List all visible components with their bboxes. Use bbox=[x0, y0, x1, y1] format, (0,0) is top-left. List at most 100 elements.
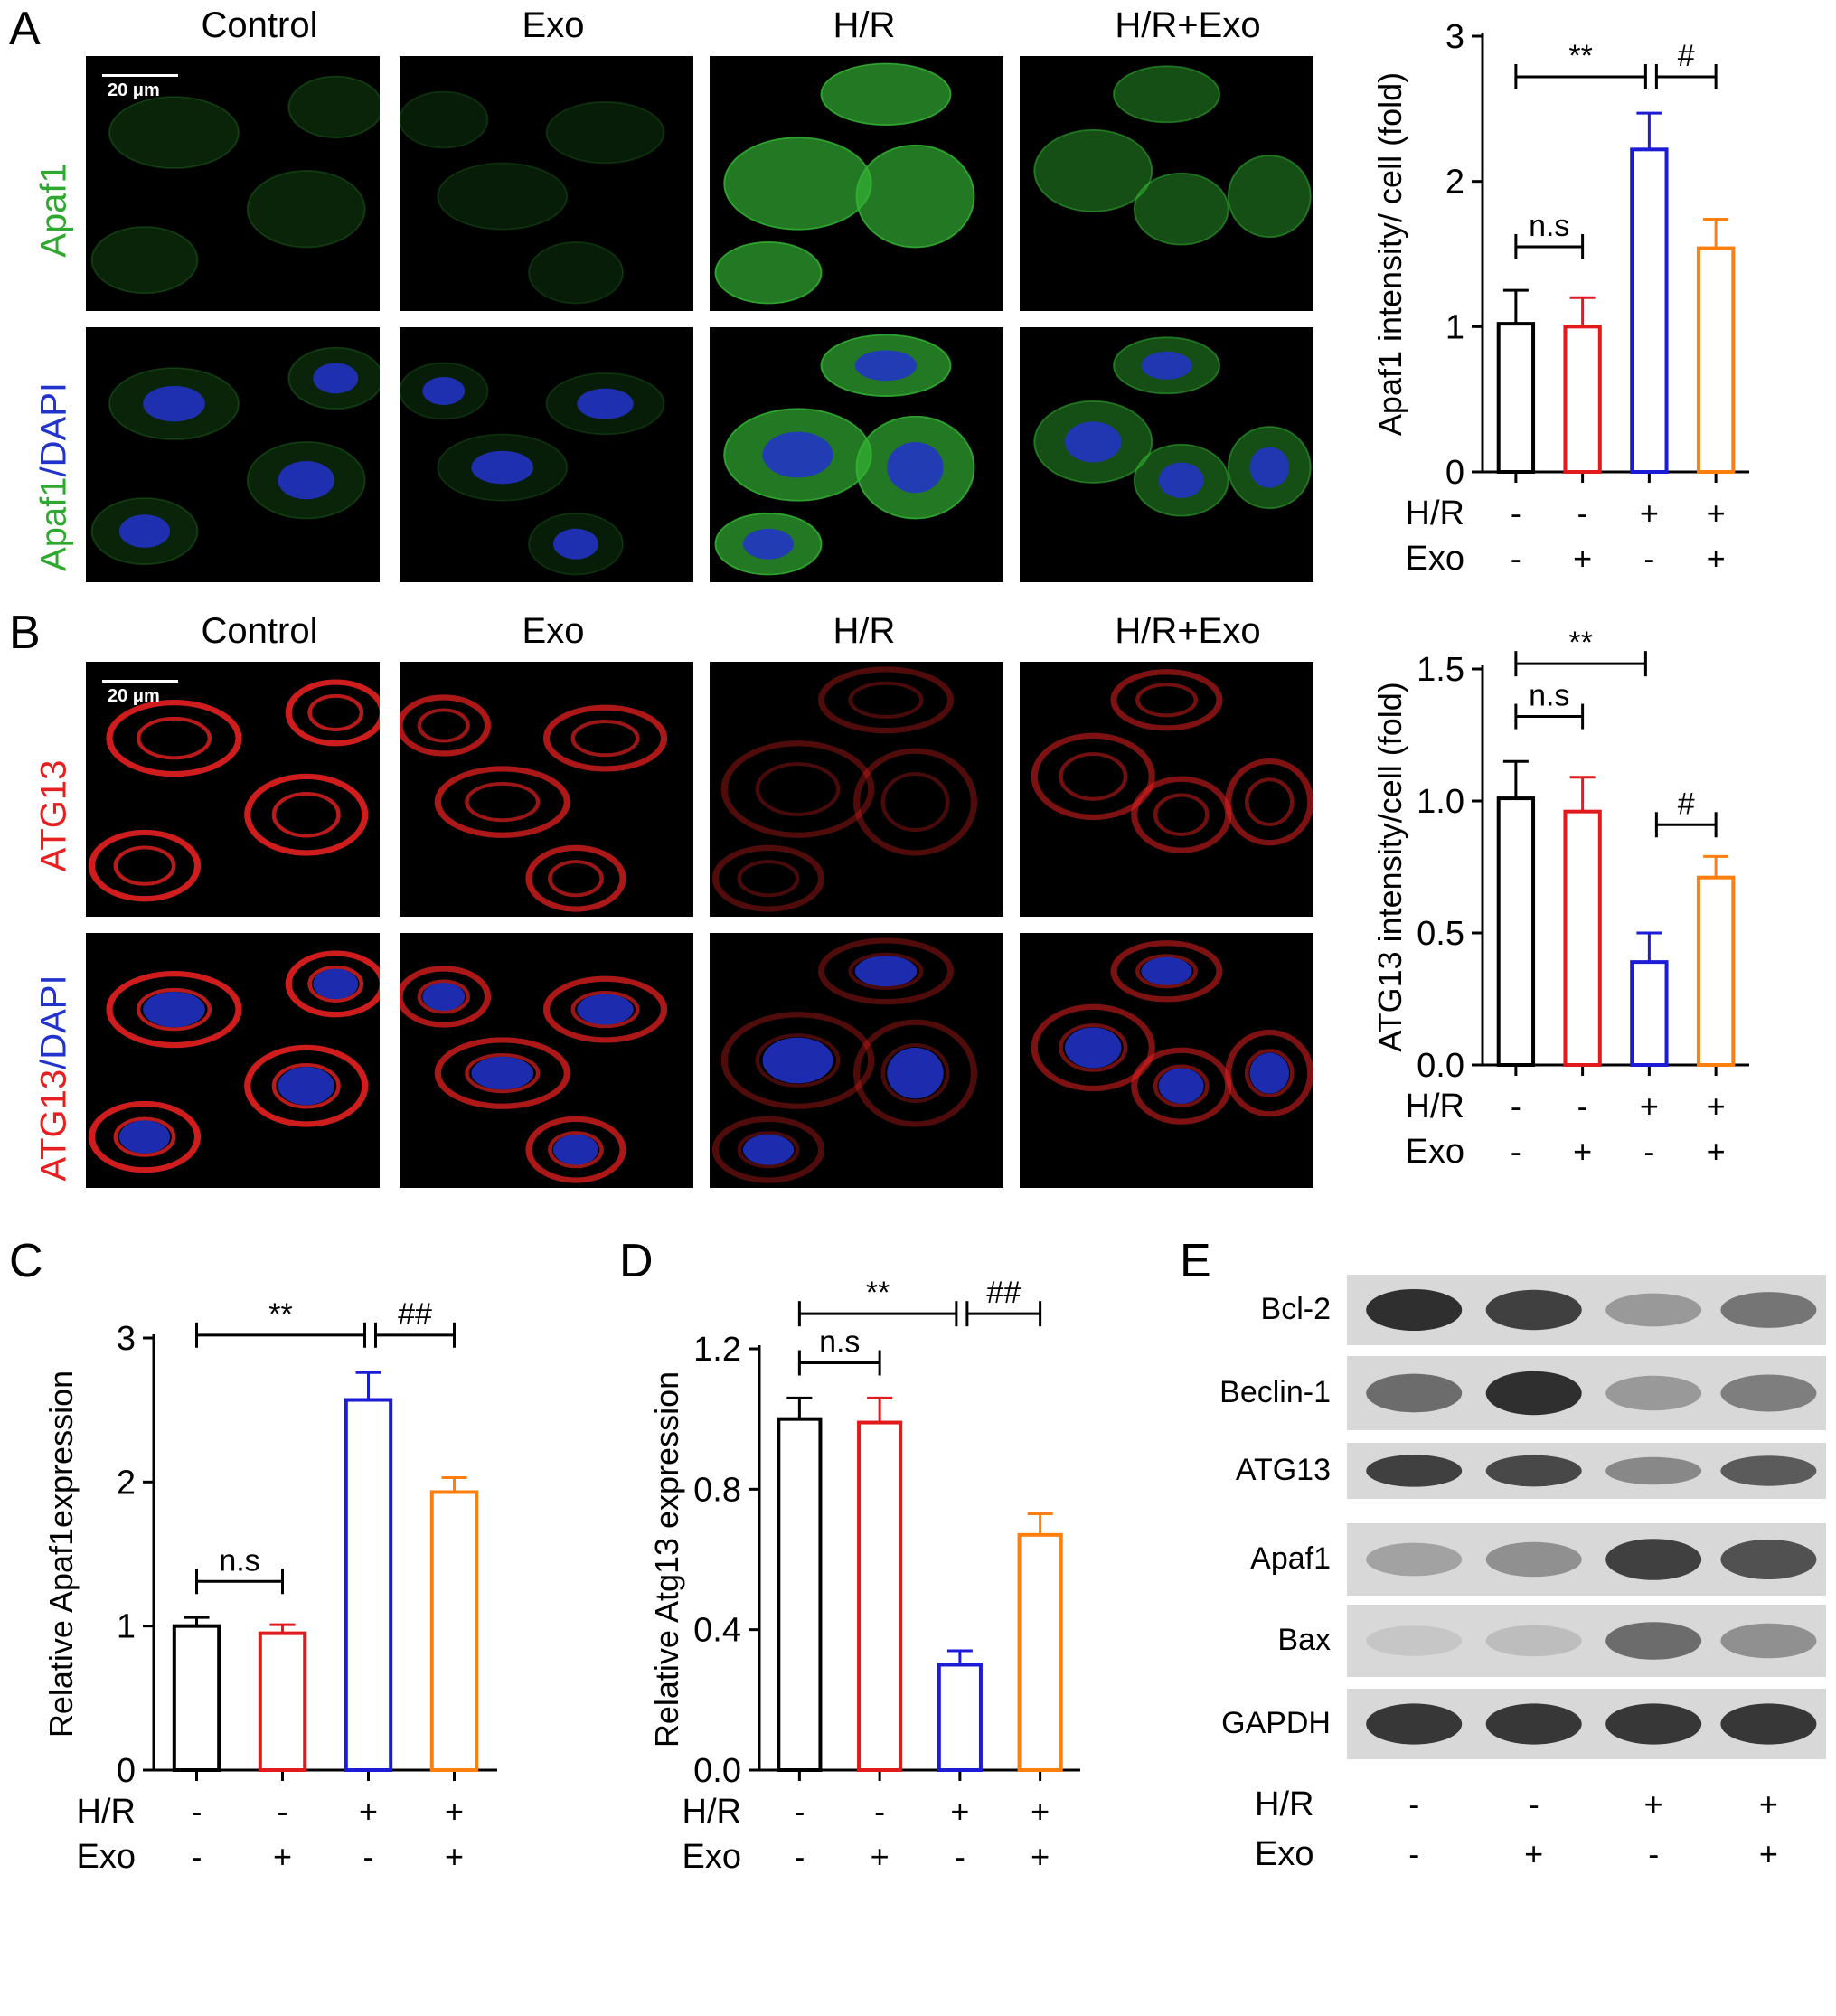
condition-label-hr: H/R bbox=[683, 1793, 741, 1831]
blot-band bbox=[1485, 1371, 1582, 1416]
blot-strip bbox=[1347, 1443, 1826, 1499]
y-tick-label: 1.5 bbox=[1417, 651, 1464, 689]
y-tick-label: 0.0 bbox=[1417, 1047, 1464, 1085]
blot-band bbox=[1366, 1288, 1463, 1332]
condition-sign: - bbox=[1577, 1088, 1588, 1125]
condition-label-hr: H/R bbox=[77, 1793, 136, 1831]
bar bbox=[1696, 875, 1736, 1067]
condition-sign: + bbox=[1758, 1785, 1778, 1823]
condition-sign: + bbox=[359, 1793, 378, 1830]
y-tick-label: 0 bbox=[117, 1752, 136, 1790]
y-tick-label: 3 bbox=[117, 1320, 136, 1358]
blot-band bbox=[1485, 1289, 1582, 1331]
bar bbox=[1017, 1532, 1063, 1772]
blot-band bbox=[1366, 1455, 1463, 1487]
blot-band bbox=[1720, 1374, 1817, 1412]
micrograph-image bbox=[1020, 662, 1313, 917]
condition-sign: + bbox=[1640, 495, 1659, 532]
condition-sign: + bbox=[1707, 495, 1726, 532]
condition-label-hr: H/R bbox=[1406, 495, 1464, 532]
y-tick-label: 3 bbox=[1445, 18, 1464, 56]
significance-label: ## bbox=[986, 1276, 1021, 1310]
blot-band bbox=[1485, 1541, 1582, 1578]
blot-protein-label: Beclin-1 bbox=[1219, 1375, 1331, 1409]
bar-chart-a: 0 1 2 3 Apaf1 intensity/ cell (fold) ** # n.s H/… bbox=[1371, 18, 1749, 578]
condition-sign: + bbox=[1524, 1835, 1544, 1872]
column-label-control: Control bbox=[201, 611, 318, 651]
significance-label: # bbox=[1678, 787, 1695, 821]
condition-label-hr: H/R bbox=[1255, 1785, 1314, 1823]
blot-protein-label: Bax bbox=[1277, 1623, 1331, 1657]
panel-letter-b: B bbox=[9, 607, 41, 659]
scale-bar bbox=[102, 680, 178, 683]
significance-label: ** bbox=[1568, 626, 1592, 660]
bar-chart-c: 0 1 2 3 Relative Apaf1expression ** ## n.s H/R Ex… bbox=[42, 1297, 497, 1876]
condition-label-exo: Exo bbox=[1406, 1133, 1464, 1171]
blot-protein-label: GAPDH bbox=[1221, 1706, 1331, 1740]
significance-label: n.s bbox=[1529, 679, 1569, 713]
micrograph-image bbox=[710, 327, 1003, 582]
y-tick-label: 2 bbox=[1445, 164, 1464, 202]
blot-band bbox=[1366, 1542, 1463, 1577]
condition-label-exo: Exo bbox=[1406, 540, 1464, 578]
condition-sign: - bbox=[874, 1793, 885, 1830]
bar bbox=[1563, 809, 1602, 1067]
blot-strip bbox=[1347, 1605, 1826, 1677]
blot-protein-label: ATG13 bbox=[1235, 1453, 1331, 1487]
bar bbox=[258, 1631, 307, 1772]
condition-sign: + bbox=[1758, 1835, 1778, 1872]
blot-band bbox=[1720, 1623, 1817, 1659]
y-axis-label: Relative Apaf1expression bbox=[42, 1371, 80, 1738]
significance-label: ** bbox=[866, 1276, 890, 1310]
blot-band bbox=[1605, 1622, 1702, 1660]
bar bbox=[777, 1417, 823, 1773]
blot-band bbox=[1366, 1703, 1463, 1745]
blot-strip bbox=[1347, 1275, 1826, 1345]
condition-sign: + bbox=[1031, 1838, 1050, 1875]
condition-sign: - bbox=[1408, 1835, 1420, 1872]
y-tick-label: 1.2 bbox=[693, 1331, 741, 1369]
condition-label-exo: Exo bbox=[1255, 1835, 1314, 1873]
micrograph-image bbox=[710, 933, 1003, 1188]
scale-bar-label: 20 μm bbox=[108, 80, 160, 100]
blot-protein-label: Apaf1 bbox=[1250, 1541, 1331, 1576]
condition-sign: - bbox=[1511, 540, 1521, 577]
blot-band bbox=[1605, 1375, 1702, 1411]
column-label-exo: Exo bbox=[522, 611, 585, 651]
blot-band bbox=[1485, 1625, 1582, 1657]
blot-band bbox=[1485, 1455, 1582, 1487]
condition-sign: + bbox=[1643, 1785, 1663, 1823]
bar bbox=[1630, 960, 1669, 1067]
condition-sign: + bbox=[1707, 540, 1726, 577]
y-tick-label: 1 bbox=[117, 1608, 136, 1646]
blot-band bbox=[1485, 1703, 1582, 1745]
condition-sign: + bbox=[1707, 1133, 1726, 1170]
condition-sign: - bbox=[1511, 1088, 1521, 1125]
condition-sign: + bbox=[950, 1793, 969, 1830]
blot-strip bbox=[1347, 1689, 1826, 1759]
column-label-exo: Exo bbox=[522, 5, 585, 45]
condition-sign: - bbox=[192, 1793, 202, 1830]
scale-bar bbox=[102, 74, 178, 77]
y-tick-label: 0 bbox=[1445, 454, 1464, 492]
y-tick-label: 1 bbox=[1445, 308, 1464, 346]
micrograph-image bbox=[1020, 56, 1313, 311]
condition-sign: - bbox=[794, 1793, 805, 1830]
condition-sign: + bbox=[1640, 1088, 1659, 1125]
bar bbox=[1563, 325, 1602, 475]
bar bbox=[937, 1663, 983, 1772]
condition-sign: + bbox=[1573, 1133, 1592, 1170]
blot-band bbox=[1366, 1373, 1463, 1413]
condition-sign: + bbox=[445, 1793, 464, 1830]
significance-label: n.s bbox=[219, 1543, 259, 1578]
condition-label-hr: H/R bbox=[1406, 1088, 1464, 1126]
micrograph-image bbox=[1020, 933, 1313, 1188]
y-tick-label: 0.0 bbox=[693, 1752, 741, 1790]
micrograph-image bbox=[400, 56, 693, 311]
condition-sign: - bbox=[794, 1838, 805, 1875]
bar bbox=[344, 1398, 393, 1772]
bar bbox=[1496, 322, 1536, 474]
condition-sign: - bbox=[1643, 540, 1654, 577]
micrograph-image bbox=[86, 56, 380, 311]
